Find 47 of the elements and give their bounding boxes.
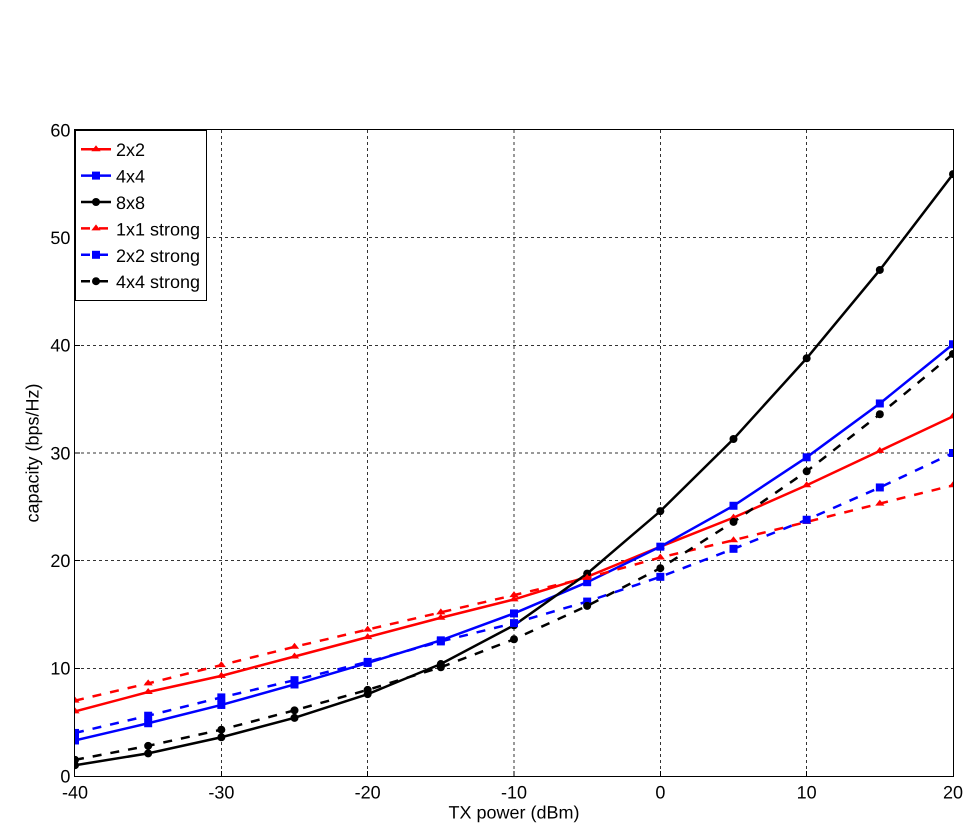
legend-label: 4x4	[116, 166, 146, 187]
point	[876, 410, 884, 418]
point	[876, 483, 884, 492]
legend-label: 4x4 strong	[116, 272, 200, 292]
y-tick-label: 20	[50, 550, 70, 571]
point	[730, 435, 738, 443]
point	[217, 693, 226, 702]
point	[583, 602, 592, 610]
point	[290, 714, 298, 722]
y-tick-label: 10	[50, 658, 70, 679]
y-tick-label: 50	[50, 228, 70, 248]
legend-label: 2x2	[116, 140, 146, 160]
point	[144, 719, 152, 728]
point	[144, 749, 152, 758]
point	[290, 706, 298, 714]
point	[656, 564, 664, 572]
point	[730, 544, 738, 553]
point	[876, 399, 884, 408]
point	[656, 572, 664, 581]
legend-label: 2x2 strong	[116, 246, 200, 266]
y-tick-label: 60	[50, 120, 70, 140]
legend-label: 1x1 strong	[116, 219, 200, 240]
point	[510, 635, 518, 644]
x-tick-label: 0	[655, 782, 666, 803]
point	[144, 742, 152, 750]
point	[144, 712, 152, 720]
point	[876, 266, 884, 274]
y-tick-label: 30	[50, 443, 70, 464]
point	[802, 354, 811, 362]
point	[656, 507, 664, 516]
point	[217, 733, 226, 742]
point	[802, 453, 811, 462]
point	[510, 609, 518, 618]
point	[217, 700, 226, 709]
point	[730, 518, 738, 526]
y-axis-title: capacity (bps/Hz)	[22, 383, 43, 523]
x-axis-title: TX power (dBm)	[448, 802, 580, 823]
legend-label: 8x8	[116, 193, 146, 214]
x-tick-label: -20	[354, 782, 381, 803]
point	[730, 502, 738, 510]
point	[217, 726, 226, 734]
x-tick-label: -10	[500, 782, 528, 803]
y-tick-label: 40	[50, 336, 70, 356]
x-tick-label: -30	[208, 782, 234, 803]
point	[802, 467, 811, 476]
x-tick-label: 20	[942, 782, 964, 803]
x-tick-label: 10	[796, 782, 817, 803]
